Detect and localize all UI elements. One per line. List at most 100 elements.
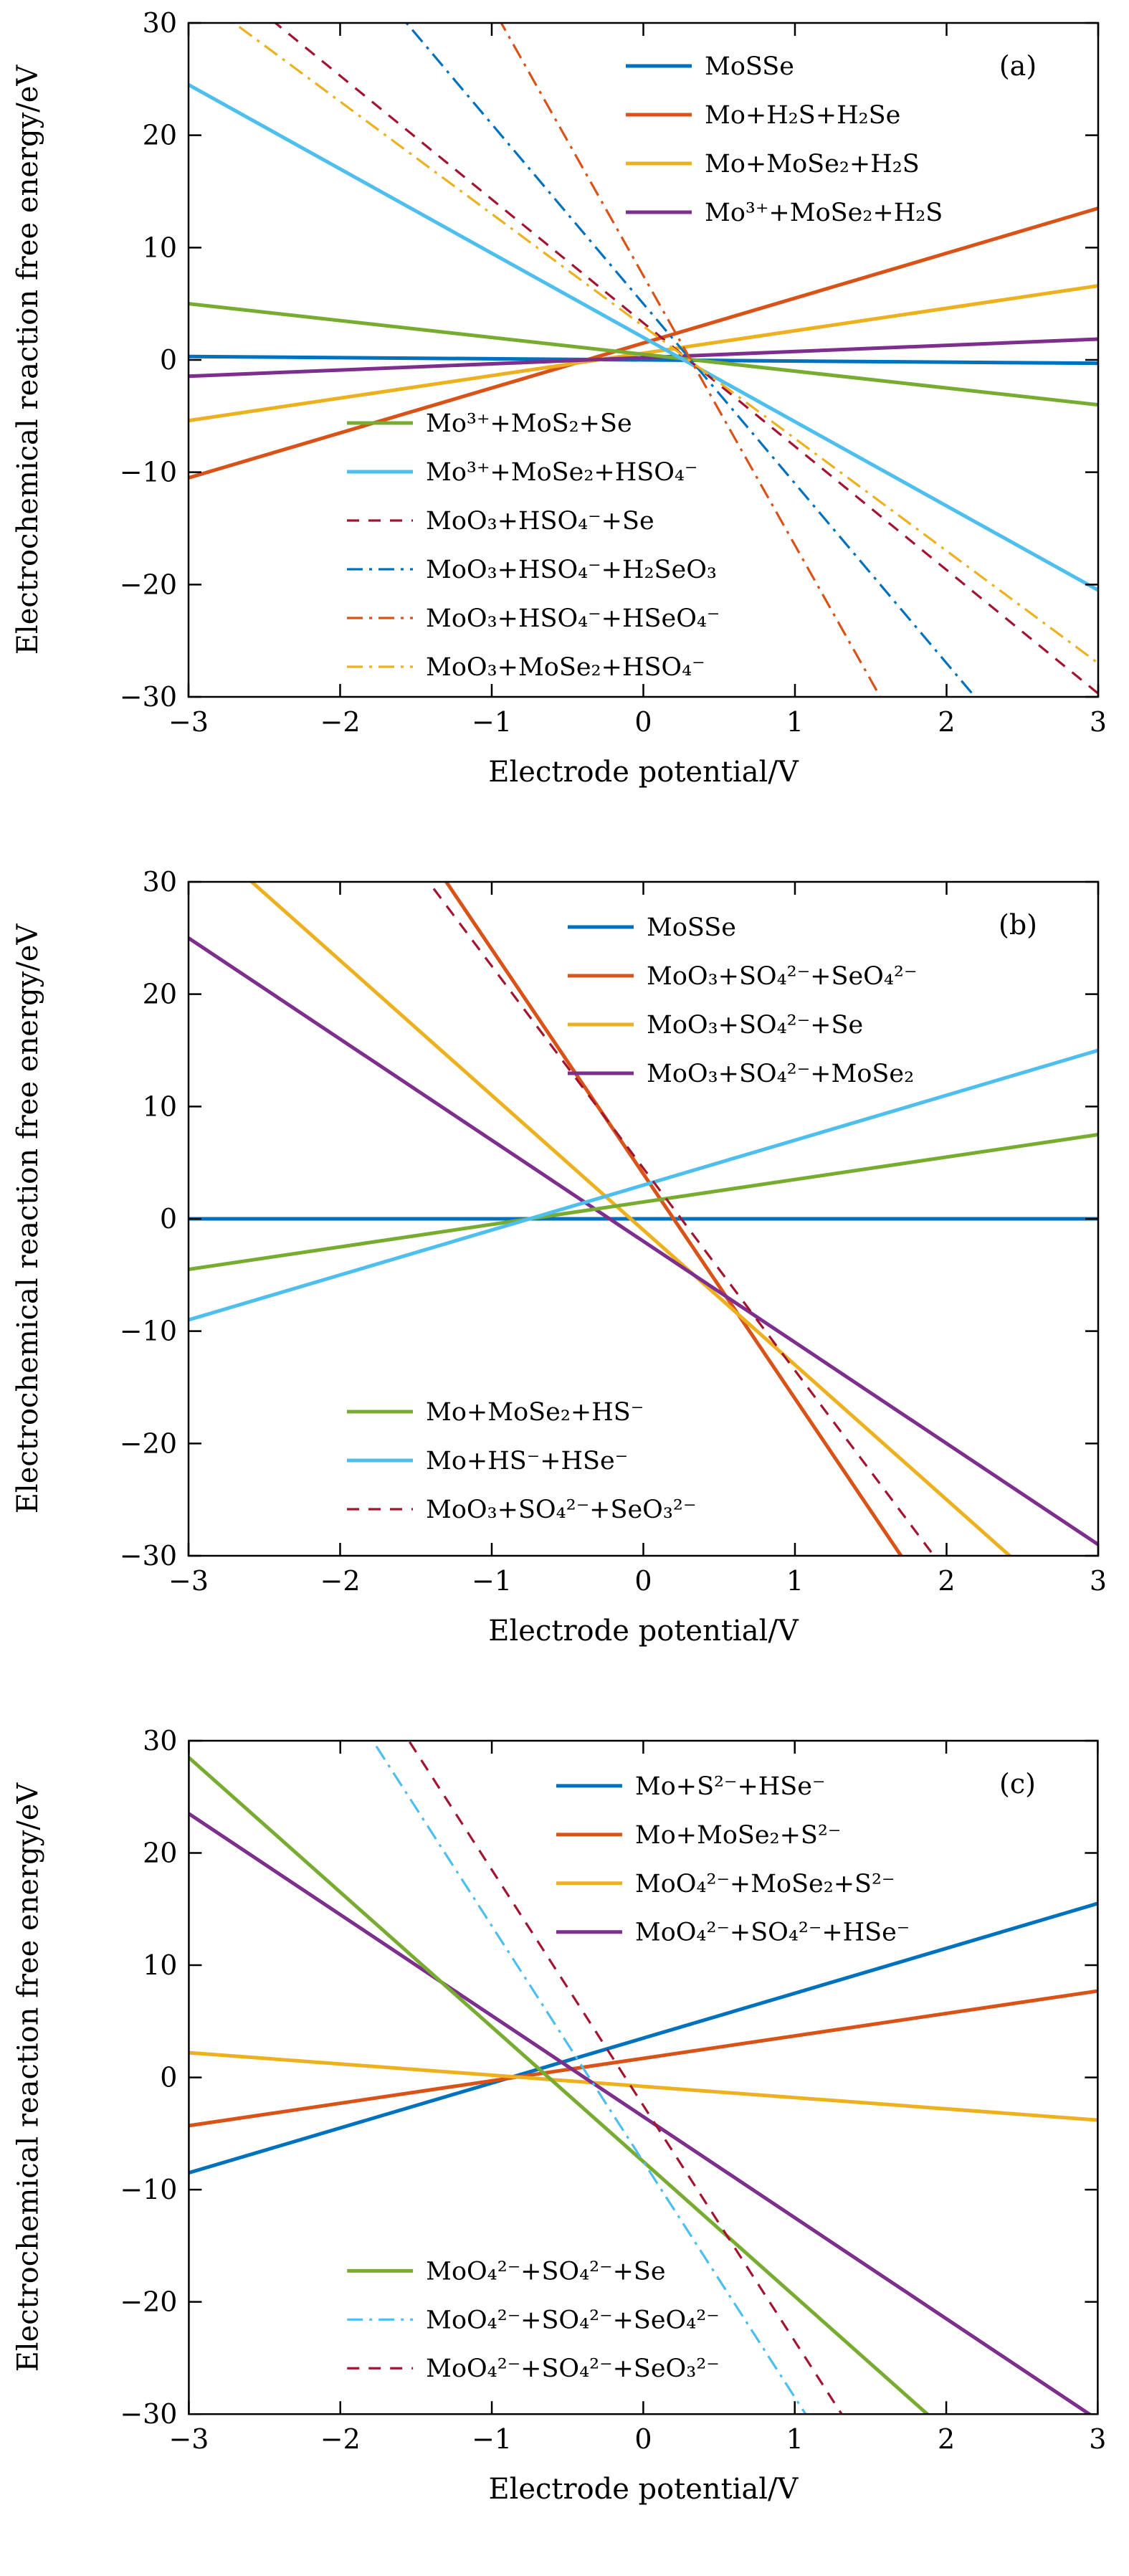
legend-entry-moo-so-seo: MoO₄²⁻+SO₄²⁻+SeO₃²⁻ xyxy=(347,2354,720,2383)
x-tick-label: −1 xyxy=(472,2423,512,2455)
legend-label: MoSSe xyxy=(705,52,794,81)
x-axis-title: Electrode potential/V xyxy=(488,1615,799,1648)
series-line-moo-so-mose xyxy=(189,936,1098,1546)
legend-label: Mo+S²⁻+HSe⁻ xyxy=(635,1772,826,1801)
x-tick-label: −3 xyxy=(168,1565,209,1597)
y-tick-label: −30 xyxy=(120,1540,177,1572)
y-tick-label: 10 xyxy=(143,232,177,263)
x-tick-label: 1 xyxy=(786,2423,804,2455)
legend-entry-moo-so-seo: MoO₃+SO₄²⁻+SeO₄²⁻ xyxy=(568,962,917,991)
x-tick-label: −2 xyxy=(320,2423,361,2455)
series-line-moo-so-se xyxy=(189,1756,930,2415)
legend-label: MoO₃+SO₄²⁻+Se xyxy=(647,1011,863,1040)
legend-entry-moo-so-se: MoO₄²⁻+SO₄²⁻+Se xyxy=(347,2257,666,2286)
x-tick-label: 0 xyxy=(634,2423,652,2455)
legend-label: Mo³⁺+MoS₂+Se xyxy=(426,409,632,438)
y-tick-label: −20 xyxy=(120,1427,177,1459)
x-tick-label: −2 xyxy=(320,1565,360,1597)
legend-entry-moo-so-hse: MoO₄²⁻+SO₄²⁻+HSe⁻ xyxy=(556,1919,910,1947)
y-tick-label: −30 xyxy=(120,2398,177,2430)
legend-label: Mo³⁺+MoSe₂+H₂S xyxy=(705,199,943,227)
legend-label: MoO₄²⁻+MoSe₂+S²⁻ xyxy=(635,1870,895,1898)
legend-entry-moo-so-seo: MoO₃+SO₄²⁻+SeO₃²⁻ xyxy=(347,1496,696,1524)
legend-entry-mo-mose-hs: Mo+MoSe₂+HS⁻ xyxy=(347,1398,644,1427)
y-tick-label: −20 xyxy=(120,569,177,600)
series-line-mo-mos-se xyxy=(189,302,1098,407)
series-line-mo-mose-h-s xyxy=(189,337,1098,379)
x-tick-label: −3 xyxy=(168,2423,209,2455)
x-tick-label: 2 xyxy=(938,2423,955,2455)
legend-entry-moo-mose-s: MoO₄²⁻+MoSe₂+S²⁻ xyxy=(556,1870,895,1898)
legend-label: MoO₃+SO₄²⁻+MoSe₂ xyxy=(647,1060,914,1088)
series-line-moo-so-seo xyxy=(407,1740,844,2415)
y-tick-label: 0 xyxy=(160,344,177,376)
legend-entry-mo-h-s-h-se: Mo+H₂S+H₂Se xyxy=(626,101,900,130)
x-tick-label: −1 xyxy=(472,1565,512,1597)
legend-label: Mo+MoSe₂+S²⁻ xyxy=(635,1821,841,1850)
y-tick-label: 30 xyxy=(143,1725,177,1757)
y-axis-title: Electrochemical reaction free energy/eV xyxy=(11,923,44,1514)
x-tick-label: −1 xyxy=(472,706,512,738)
series-line-moo-so-seo xyxy=(427,882,935,1556)
x-axis-title: Electrode potential/V xyxy=(488,2473,799,2506)
legend-label: MoO₄²⁻+SO₄²⁻+SeO₄²⁻ xyxy=(426,2306,720,2334)
y-tick-label: −10 xyxy=(120,1316,177,1347)
y-tick-label: 0 xyxy=(160,1203,177,1235)
x-tick-label: 1 xyxy=(786,706,804,738)
legend-entry-moo-hso-se: MoO₃+HSO₄⁻+Se xyxy=(347,507,654,536)
x-tick-label: 0 xyxy=(634,1565,652,1597)
x-tick-label: 3 xyxy=(1089,2423,1106,2455)
panel-b: −3 −2 −1 0 1 2 3 −30 −20 −10 0 10 20 30 Electrode pote… xyxy=(0,859,1129,1718)
y-axis-title: Electrochemical reaction free energy/eV xyxy=(12,1782,45,2372)
series-line-moo-mose-s xyxy=(189,2050,1098,2122)
series-line-mosse xyxy=(189,354,1098,366)
legend-label: MoO₄²⁻+SO₄²⁻+HSe⁻ xyxy=(635,1919,910,1947)
legend-entry-moo-hso-hseo: MoO₃+HSO₄⁻+HSeO₄⁻ xyxy=(347,604,720,633)
legend-label: Mo+HS⁻+HSe⁻ xyxy=(426,1447,628,1475)
legend-entry-mo-s-hse: Mo+S²⁻+HSe⁻ xyxy=(556,1772,825,1801)
legend-entry-mo-mose-h-s: Mo³⁺+MoSe₂+H₂S xyxy=(626,199,943,227)
legend-label: MoO₃+SO₄²⁻+SeO₃²⁻ xyxy=(426,1496,696,1524)
y-tick-label: 20 xyxy=(143,120,177,151)
legend-entry-moo-hso-h-seo: MoO₃+HSO₄⁻+H₂SeO₃ xyxy=(347,556,717,584)
series-line-mo-mose-s xyxy=(189,1989,1098,2128)
legend-label: MoO₃+HSO₄⁻+H₂SeO₃ xyxy=(426,556,717,584)
y-tick-label: 30 xyxy=(143,866,177,898)
legend-label: Mo+MoSe₂+HS⁻ xyxy=(426,1398,644,1427)
series-line-moo-hso-h-seo xyxy=(404,23,977,697)
legend-label: Mo³⁺+MoSe₂+HSO₄⁻ xyxy=(426,458,697,487)
y-tick-label: −10 xyxy=(120,2174,177,2205)
x-axis-title: Electrode potential/V xyxy=(488,756,799,789)
series-line-moo-so-hse xyxy=(189,1812,1093,2415)
legend-entry-mo-mos-se: Mo³⁺+MoS₂+Se xyxy=(347,409,632,438)
panel-letter: (b) xyxy=(999,909,1037,941)
series-line-mo-h-s-h-se xyxy=(189,206,1098,480)
x-tick-label: −2 xyxy=(320,706,360,738)
legend-label: MoO₃+MoSe₂+HSO₄⁻ xyxy=(426,653,705,682)
x-tick-label: 3 xyxy=(1090,1565,1107,1597)
y-tick-label: 0 xyxy=(160,2062,177,2093)
legend-entry-moo-so-se: MoO₃+SO₄²⁻+Se xyxy=(568,1011,863,1040)
x-tick-label: −3 xyxy=(168,706,209,738)
panel-a: −3 −2 −1 0 1 2 3 −30 −20 −10 0 10 20 30 Electrode pote… xyxy=(0,0,1129,859)
legend-label: MoSSe xyxy=(647,913,736,942)
legend-entry-mosse: MoSSe xyxy=(626,52,794,81)
legend-label: Mo+H₂S+H₂Se xyxy=(705,101,900,130)
legend-label: MoO₄²⁻+SO₄²⁻+SeO₃²⁻ xyxy=(426,2354,720,2383)
y-tick-label: −20 xyxy=(120,2286,177,2318)
y-tick-label: 20 xyxy=(143,979,177,1010)
x-tick-label: 1 xyxy=(786,1565,804,1597)
legend-label: MoO₃+HSO₄⁻+Se xyxy=(426,507,654,536)
series-line-moo-hso-se xyxy=(273,23,1098,695)
y-axis-title: Electrochemical reaction free energy/eV xyxy=(11,65,44,655)
series-line-mo-mose-hs xyxy=(189,1133,1098,1271)
legend-entry-moo-so-mose: MoO₃+SO₄²⁻+MoSe₂ xyxy=(568,1060,914,1088)
series-line-moo-hso-hseo xyxy=(500,23,882,697)
legend-entry-mo-mose-hso: Mo³⁺+MoSe₂+HSO₄⁻ xyxy=(347,458,697,487)
legend-entry-moo-so-seo: MoO₄²⁻+SO₄²⁻+SeO₄²⁻ xyxy=(347,2306,720,2334)
y-tick-label: 10 xyxy=(143,1090,177,1122)
series-line-mo-mose-hso xyxy=(189,82,1098,592)
